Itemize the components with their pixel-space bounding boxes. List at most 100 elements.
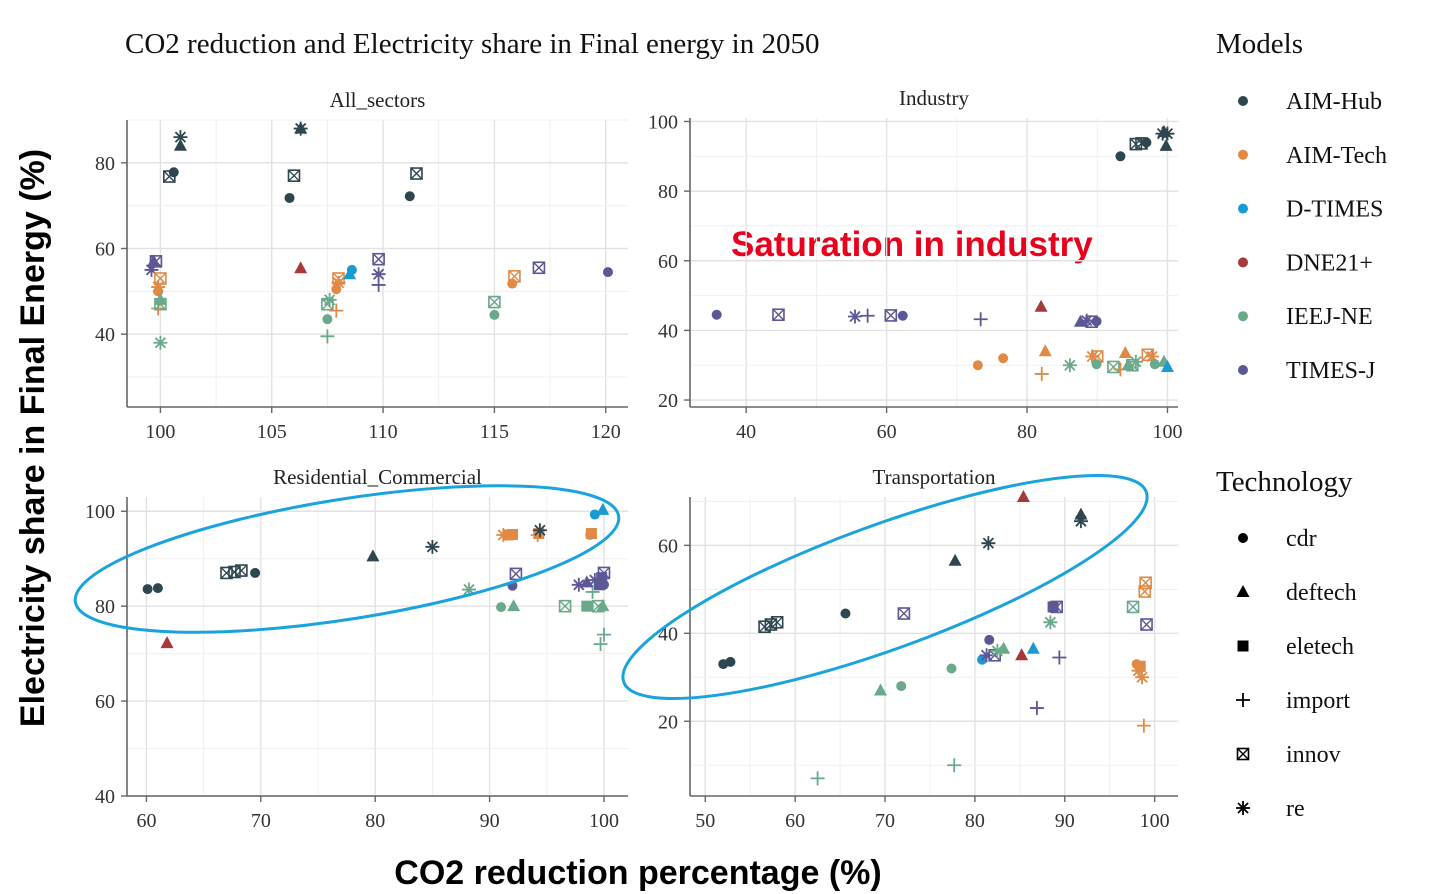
data-point-ieej-ne-re: [1128, 354, 1143, 369]
panel-residential-commercial: Residential_Commercial 60 70 80 90 100 40 60 80 1…: [85, 465, 628, 832]
saturation-annotation: Saturation in industry: [731, 225, 1093, 264]
data-point-aim-hub-innov: [235, 564, 248, 577]
legend-marker-aim-tech: [1238, 149, 1248, 160]
data-point-ieej-ne-innov: [488, 295, 501, 309]
y-tick-label: 40: [658, 320, 678, 342]
legend-marker-re: [1236, 801, 1250, 815]
y-tick-label: 60: [95, 691, 115, 713]
data-point-times-j-import: [1029, 701, 1044, 716]
data-point-aim-hub-deftech: [173, 138, 187, 151]
panel-title-industry: Industry: [899, 86, 969, 110]
y-tick-label: 40: [95, 786, 115, 808]
x-tick-label: 50: [695, 810, 715, 832]
data-point-d-times-deftech: [1160, 359, 1174, 372]
x-tick-label: 80: [1017, 421, 1037, 443]
x-tick-label: 70: [875, 810, 895, 832]
legend-label-d-times: D-TIMES: [1286, 197, 1383, 223]
data-point-aim-tech-re: [1135, 670, 1150, 685]
data-point-ieej-ne-import: [320, 329, 335, 344]
data-point-aim-tech-eletech: [506, 528, 518, 540]
panel-transportation: Transportation 50 60 70 80 90 100 20 40 60: [658, 465, 1178, 832]
data-point-times-j-deftech: [147, 254, 161, 267]
data-point-dne21-deftech: [1034, 299, 1048, 312]
data-point-ieej-ne-cdr: [1149, 359, 1160, 370]
panel-all-sectors: All_sectors 100 105 110 115 120 40 60 80: [95, 88, 628, 443]
data-point-aim-hub-innov: [410, 167, 423, 180]
data-point-times-j-re: [848, 309, 863, 324]
data-point-ieej-ne-cdr: [1091, 359, 1102, 370]
data-point-times-j-cdr: [711, 309, 722, 320]
data-point-aim-hub-re: [981, 536, 996, 551]
panel-title-all-sectors: All_sectors: [330, 88, 426, 112]
legend-label-aim-tech: AIM-Tech: [1286, 143, 1387, 169]
x-tick-label: 115: [480, 421, 509, 443]
data-point-times-j-re: [144, 262, 159, 277]
data-point-ieej-ne-innov: [1107, 360, 1120, 374]
legend-label-deftech: deftech: [1286, 580, 1357, 606]
data-point-times-j-innov: [897, 607, 911, 620]
panel-title-residential-commercial: Residential_Commercial: [273, 465, 482, 489]
data-point-aim-tech-re: [151, 280, 166, 295]
y-tick-label: 80: [658, 181, 678, 203]
y-tick-label: 40: [658, 623, 678, 645]
legend-label-eletech: eletech: [1286, 634, 1354, 660]
legend-label-import: import: [1286, 688, 1350, 714]
data-point-aim-hub-cdr: [284, 192, 295, 203]
data-point-aim-tech-deftech: [1118, 346, 1132, 359]
data-point-aim-tech-eletech: [533, 528, 545, 540]
legend-label-aim-hub: AIM-Hub: [1286, 89, 1382, 115]
legend-models-title: Models: [1216, 28, 1303, 60]
data-point-aim-hub-cdr: [725, 656, 736, 667]
panel-title-transportation: Transportation: [873, 465, 996, 489]
y-tick-label: 80: [95, 153, 115, 175]
legend-marker-innov: [1236, 747, 1250, 761]
data-point-aim-hub-deftech: [1159, 138, 1173, 151]
highlight-ellipse-residential: [73, 484, 621, 634]
data-point-ieej-ne-deftech: [596, 599, 610, 612]
data-point-aim-tech-import: [1136, 718, 1151, 733]
data-point-ieej-ne-re: [462, 582, 477, 597]
data-point-aim-tech-import: [329, 303, 344, 318]
data-point-aim-hub-deftech: [366, 549, 380, 562]
data-point-ieej-ne-re: [1062, 358, 1077, 373]
data-point-times-j-cdr: [984, 634, 995, 645]
data-point-times-j-innov: [1140, 618, 1153, 631]
y-tick-label: 20: [658, 711, 678, 733]
data-point-aim-hub-innov: [163, 170, 176, 183]
x-tick-label: 100: [589, 810, 619, 832]
x-tick-label: 60: [785, 810, 805, 832]
chart-title: CO2 reduction and Electricity share in F…: [125, 28, 820, 60]
data-point-dne21-deftech: [160, 636, 174, 649]
data-point-aim-hub-innov: [770, 616, 784, 629]
data-point-aim-hub-deftech: [948, 553, 962, 566]
data-point-ieej-ne-cdr: [946, 663, 957, 674]
highlight-ellipse-transportation: [621, 473, 1149, 701]
data-point-ieej-ne-cdr: [896, 681, 907, 692]
data-point-aim-hub-re: [1073, 514, 1088, 529]
data-point-times-j-import: [1052, 650, 1067, 665]
data-point-aim-hub-cdr: [142, 584, 153, 595]
data-point-aim-hub-cdr: [840, 608, 851, 619]
x-tick-label: 40: [736, 421, 756, 443]
panel-industry: Industry 40 60 80 100 20 40 60 80 100: [648, 86, 1182, 443]
x-axis-label: CO2 reduction percentage (%): [394, 854, 881, 892]
legend-marker-deftech: [1236, 585, 1250, 597]
legend-technology: Technology cdr deftech eletech import innov r…: [1216, 466, 1357, 822]
data-point-dne21-deftech: [1015, 648, 1029, 661]
data-point-aim-tech-re: [1145, 349, 1160, 364]
data-point-ieej-ne-cdr: [496, 602, 507, 613]
data-point-ieej-ne-import: [810, 771, 825, 786]
legend-label-re: re: [1286, 796, 1305, 822]
data-point-ieej-ne-deftech: [997, 641, 1011, 654]
data-point-aim-tech-re: [331, 275, 346, 290]
data-point-times-j-cdr: [897, 310, 908, 321]
x-tick-label: 80: [365, 810, 385, 832]
data-point-aim-hub-cdr: [250, 567, 261, 578]
x-tick-label: 60: [877, 421, 897, 443]
legend-technology-title: Technology: [1216, 466, 1353, 498]
data-point-dne21-deftech: [294, 261, 308, 274]
data-point-aim-tech-cdr: [998, 353, 1009, 364]
data-point-aim-hub-re: [532, 523, 547, 538]
data-point-ieej-ne-deftech: [507, 599, 521, 612]
data-point-times-j-innov: [372, 252, 385, 266]
